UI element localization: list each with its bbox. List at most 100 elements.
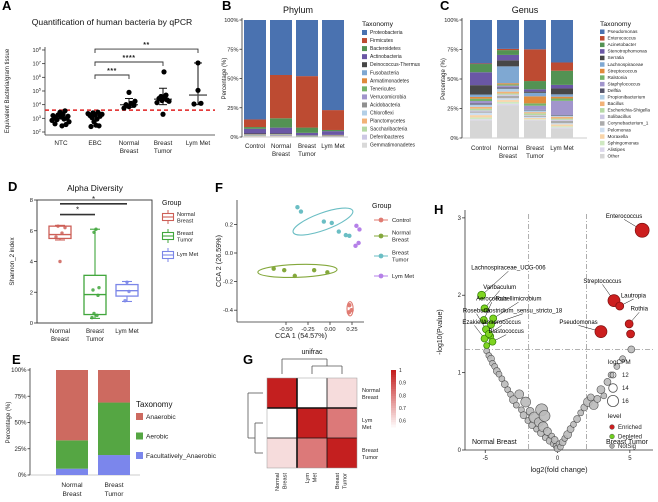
bar-segment [524,81,546,90]
legend-label: Lachnospiraceae [608,62,644,67]
legend-label: Escherichia-Shigella [608,108,651,113]
legend-label: Other [608,153,620,158]
data-point [127,289,131,294]
svg-text:0.25: 0.25 [346,327,357,333]
legend-swatch [600,62,605,67]
svg-text:1: 1 [458,371,462,377]
legend-size-label: 16 [622,399,629,405]
bar-segment [470,119,492,121]
y-axis-label: Percentage (%) [222,58,228,100]
bar-segment [551,123,573,125]
x-category-label: Breast [154,140,173,147]
panel-g-chart: unifracNormalBreastLymMetBreastTumorNorm… [247,349,406,491]
legend-swatch [600,55,605,61]
data-point [354,223,359,229]
bar-segment [322,131,344,135]
volcano-point [495,370,503,378]
bar-segment [470,20,492,64]
svg-text:0%: 0% [450,136,458,142]
data-point [90,315,94,320]
legend-label: Corynebacterium_1 [608,121,649,126]
bar-segment [470,63,492,65]
legend-label: Chloroflexi [370,111,394,117]
bar-segment [551,114,573,116]
bar-segment [551,128,573,138]
legend-label: Breast [392,251,409,257]
volcano-label: Aerococcus [476,297,507,303]
heatmap-cell [297,378,327,408]
bar-segment [98,370,130,403]
data-point [63,121,69,128]
data-point [96,123,102,129]
svg-text:50%: 50% [447,77,458,83]
volcano-label: Streptococcus [583,279,621,285]
volcano-label: Lautropia [621,294,647,300]
x-category-label: EBC [88,140,102,147]
svg-text:0: 0 [556,456,560,462]
legend-level-label: Depleted [618,435,642,441]
col-label: Met [313,473,319,483]
x-category-label: Tumor [154,148,173,155]
bar-segment [497,50,519,55]
legend-label: Enterococcus [608,36,637,41]
x-category-label: Breast [51,336,69,343]
panel-c: C Genus 0% 25% 50% 75% 100% Percentage (%) Cont… [437,0,658,175]
legend-label: Verrucomicrobia [370,94,406,100]
volcano-point [487,320,495,329]
volcano-point [627,345,636,354]
legend-label: Normal [177,212,195,218]
panel-f-letter: F [215,180,223,195]
bar-segment [470,115,492,118]
legend-title: Taxonomy [362,21,394,28]
legend-swatch [362,38,367,44]
volcano-point [619,355,626,362]
x-category-label: Tumor [105,491,125,498]
svg-text:-0.50: -0.50 [279,327,292,333]
data-point [321,219,327,224]
legend-label: Fusobacteria [370,70,399,76]
data-point [62,108,68,114]
bar-segment [551,119,573,121]
bar-segment [270,74,292,119]
svg-text:100%: 100% [11,368,27,374]
volcano-label: Clostridium_sensu_stricto_18 [483,308,562,314]
data-point [356,240,361,246]
svg-text:0.00: 0.00 [324,327,335,333]
volcano-point [504,386,511,393]
bar-segment [98,455,130,475]
panel-title: Genus [512,5,539,15]
data-point [295,205,300,210]
volcano-point [477,290,486,300]
volcano-point [603,378,612,386]
svg-text:105: 105 [33,87,42,95]
legend-swatch [362,102,367,108]
volcano-label: Rubellimicrobium [495,297,541,303]
data-point [128,100,134,106]
col-label: Breast [335,473,341,490]
x-category-label: Breast [104,482,123,489]
bar-segment [497,105,519,138]
legend-label: Gemmatimonadetes [370,143,416,149]
svg-text:108: 108 [33,46,42,54]
legend-swatch [362,110,367,116]
legend-label: Deferribacteres [370,135,405,141]
volcano-point [570,421,577,428]
bar-segment [551,70,573,85]
legend-swatch [600,121,605,126]
panel-g-letter: G [243,352,254,367]
data-point [92,230,96,234]
data-point [195,60,201,66]
x-category-label: Lym Met [186,140,210,147]
legend-label: Streptococcus [608,68,638,73]
svg-text:0%: 0% [230,135,238,141]
legend-title: Group [372,203,392,210]
panel-e-chart: 0% 25% 50% 75% 100% Percentage (%) Normal Breas… [6,368,217,498]
bar-segment [497,83,519,85]
svg-text:3: 3 [458,216,462,222]
volcano-point [596,385,606,394]
significance-stars: * [76,206,79,215]
legend-label: Breast [392,238,409,244]
corner-label-left: Normal Breast [472,439,517,446]
svg-text:-0.4: -0.4 [223,308,234,314]
